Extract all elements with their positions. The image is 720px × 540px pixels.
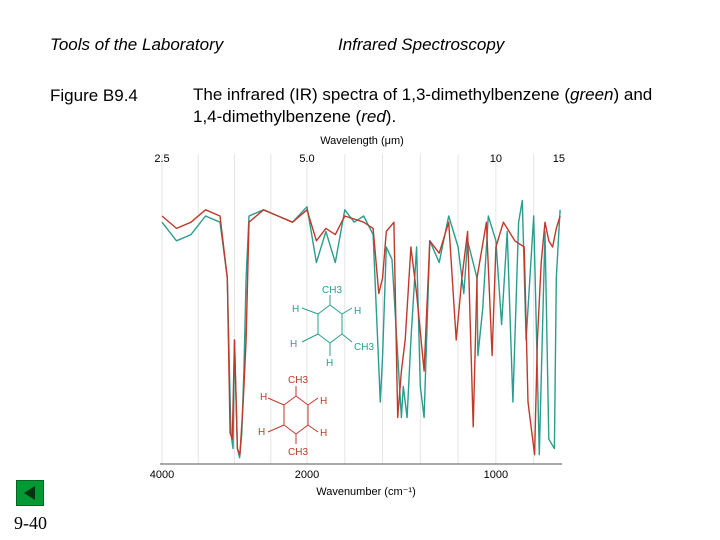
spectrum-series — [161, 199, 561, 459]
caption-red-word: red — [361, 107, 386, 126]
top-axis-label: Wavelength (μm) — [320, 135, 404, 147]
meta-atom-h-2: H — [354, 306, 361, 317]
back-arrow-icon — [24, 486, 35, 500]
caption-text-1: The infrared (IR) spectra of 1,3-dimethy… — [193, 85, 571, 104]
meta-xylene-atoms: CH3 H H H H CH3 — [290, 285, 374, 369]
bottom-axis-label: Wavenumber (cm⁻¹) — [316, 486, 416, 498]
figure-label: Figure B9.4 — [50, 86, 138, 105]
meta-xylene-structure — [301, 295, 353, 356]
top-tick-label: 5.0 — [299, 153, 314, 165]
ir-spectrum-chart: Wavelength (μm) 2.5 5.0 10 15 4000 2000 1000 … — [150, 135, 565, 498]
figure-caption: The infrared (IR) spectra of 1,3-dimethy… — [193, 84, 673, 128]
meta-atom-ch3-top: CH3 — [322, 285, 342, 296]
para-atom-ch3-top: CH3 — [288, 375, 308, 386]
meta-atom-ch3-side: CH3 — [354, 342, 374, 353]
para-atom-ch3-bottom: CH3 — [288, 447, 308, 458]
para-atom-h-4: H — [320, 428, 327, 439]
top-axis-ticks: 2.5 5.0 10 15 — [154, 153, 565, 165]
back-navigation-button[interactable] — [16, 480, 44, 506]
para-xylene-structure — [267, 386, 319, 444]
meta-atom-h-1: H — [292, 304, 299, 315]
top-tick-label: 10 — [490, 153, 502, 165]
top-tick-label: 15 — [553, 153, 565, 165]
caption-text-2: ) and 1,4-dimethylbenzene ( — [193, 85, 653, 126]
header-left-title: Tools of the Laboratory — [50, 35, 224, 54]
para-atom-h-1: H — [260, 392, 267, 403]
meta-atom-h-4: H — [326, 358, 333, 369]
caption-text-3: ). — [385, 107, 397, 126]
para-xylene-atoms: CH3 H H H H CH3 — [258, 375, 327, 458]
caption-green-word: green — [570, 85, 614, 104]
header-right-title: Infrared Spectroscopy — [338, 35, 505, 54]
bottom-tick-label: 1000 — [484, 469, 508, 481]
slide-number: 9-40 — [14, 513, 47, 533]
spectrum-grid — [161, 154, 535, 464]
para-atom-h-2: H — [320, 396, 327, 407]
top-tick-label: 2.5 — [154, 153, 169, 165]
para-atom-h-3: H — [258, 427, 265, 438]
bottom-axis-ticks: 4000 2000 1000 — [150, 469, 508, 481]
spectrum-line-1 — [161, 199, 561, 459]
bottom-tick-label: 2000 — [295, 469, 319, 481]
bottom-tick-label: 4000 — [150, 469, 174, 481]
spectrum-line-2 — [161, 209, 561, 456]
meta-atom-h-3: H — [290, 339, 297, 350]
